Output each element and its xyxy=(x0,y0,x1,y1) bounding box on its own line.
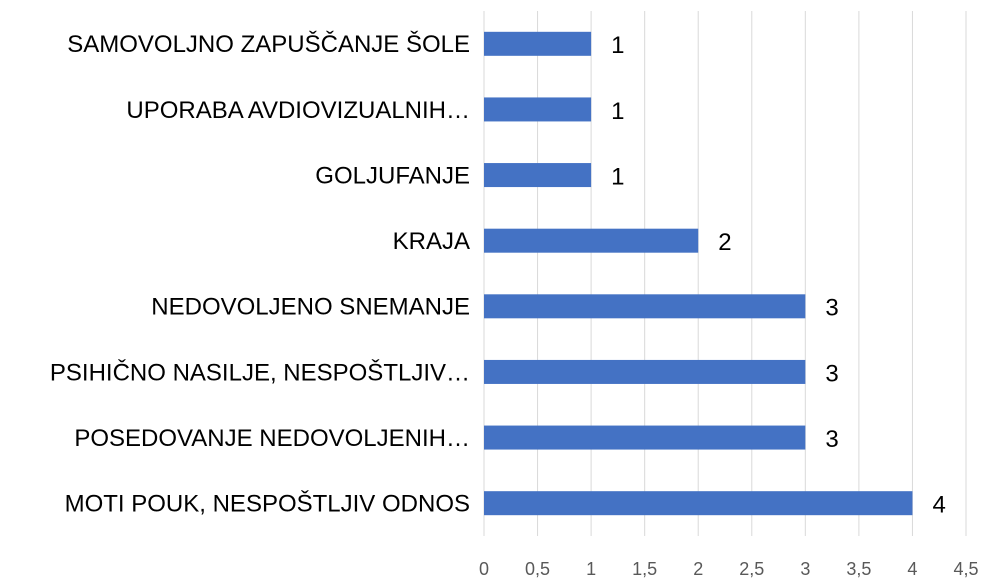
x-tick-label: 2,5 xyxy=(739,559,764,579)
data-label: 1 xyxy=(611,98,624,125)
x-tick-label: 1,5 xyxy=(632,559,657,579)
y-tick-label: GOLJUFANJE xyxy=(315,162,470,189)
data-label: 3 xyxy=(825,295,838,322)
bar xyxy=(484,163,592,188)
y-tick-label: MOTI POUK, NESPOŠTLJIV ODNOS xyxy=(65,490,470,518)
x-tick-label: 3,5 xyxy=(846,559,871,579)
bar xyxy=(484,97,592,122)
data-label: 2 xyxy=(718,229,731,256)
x-tick-label: 0 xyxy=(479,559,489,579)
data-label: 1 xyxy=(611,32,624,59)
bar xyxy=(484,228,699,253)
y-tick-label: PSIHIČNO NASILJE, NESPOŠTLJIV… xyxy=(50,358,470,386)
y-tick-label: UPORABA AVDIOVIZUALNIH… xyxy=(126,97,470,124)
bar xyxy=(484,294,806,319)
bar xyxy=(484,491,913,516)
x-tick-label: 2 xyxy=(693,559,703,579)
x-tick-label: 3 xyxy=(800,559,810,579)
y-tick-label: POSEDOVANJE NEDOVOLJENIH… xyxy=(74,425,470,452)
y-tick-label: NEDOVOLJENO SNEMANJE xyxy=(151,294,470,321)
data-label: 4 xyxy=(932,492,945,519)
bar xyxy=(484,425,806,450)
data-label: 3 xyxy=(825,360,838,387)
bar xyxy=(484,359,806,384)
y-tick-label: SAMOVOLJNO ZAPUŠČANJE ŠOLE xyxy=(67,30,470,58)
data-label: 1 xyxy=(611,163,624,190)
x-tick-label: 1 xyxy=(586,559,596,579)
y-tick-label: KRAJA xyxy=(393,228,470,255)
x-tick-label: 4,5 xyxy=(953,559,978,579)
data-label: 3 xyxy=(825,426,838,453)
x-tick-label: 4 xyxy=(907,559,917,579)
x-tick-label: 0,5 xyxy=(525,559,550,579)
bar xyxy=(484,31,592,56)
